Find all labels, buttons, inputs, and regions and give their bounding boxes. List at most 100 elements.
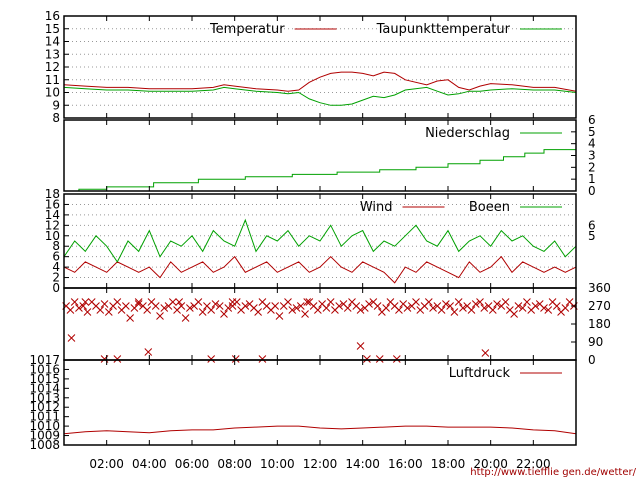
wind_direction-point	[459, 304, 467, 312]
x-tick-label: 02:00	[89, 457, 124, 471]
pressure-y-tick-label: 1010	[29, 419, 60, 433]
precipitation-y-tick-label: 2	[588, 160, 596, 174]
pressure-legend-label: Luftdruck	[449, 366, 511, 381]
wind_direction-point	[207, 306, 216, 314]
wind_direction-point	[395, 306, 403, 314]
temperature-y-tick-label: 14	[45, 35, 60, 49]
wind_direction-point	[356, 306, 365, 314]
wind_direction-point	[241, 302, 250, 310]
wind_direction-point	[122, 302, 130, 310]
wind_direction-point	[326, 298, 335, 306]
precipitation-y-tick-label: 5	[588, 125, 596, 139]
wind-y-tick-label: 2	[52, 271, 60, 285]
wind_direction-point	[450, 308, 459, 316]
wind_direction-point	[510, 310, 518, 318]
wind_direction-point	[258, 355, 267, 363]
wind_direction-point	[181, 314, 190, 322]
wind_direction-point	[126, 314, 134, 322]
wind_direction-point	[70, 298, 79, 306]
frame-layer	[63, 15, 577, 446]
wind-y-tick-label: 14	[45, 208, 60, 222]
wind_direction-point	[382, 304, 390, 312]
wind_direction-point	[356, 342, 365, 350]
wind_direction-point	[375, 355, 384, 363]
wind-y-tick-label: 16	[45, 197, 60, 211]
wind_direction-point	[151, 302, 160, 310]
x-tick-label: 22:00	[516, 457, 551, 471]
wind_direction-point	[100, 300, 109, 308]
wind_direction-point	[523, 298, 531, 306]
wind_direction-point	[467, 306, 476, 314]
wind_direction-point	[228, 298, 237, 306]
precipitation-y-tick-label: 3	[588, 149, 596, 163]
temperature-y-tick-label: 13	[45, 47, 60, 61]
wind_direction-y-tick-label: 270	[588, 299, 611, 313]
pressure-y-tick-label: 1013	[29, 391, 60, 405]
pressure-y-tick-label: 1009	[29, 429, 60, 443]
x-tick-label: 10:00	[260, 457, 295, 471]
text-layer: 8910111213141516TaupunkttemperaturTemper…	[29, 9, 610, 471]
temperature-y-tick-label: 10	[45, 86, 60, 100]
wind_direction-point	[134, 298, 143, 306]
wind-legend-label: Wind	[360, 200, 393, 215]
wind_direction-point	[501, 298, 510, 306]
wind_direction-point	[113, 298, 122, 306]
wind_direction-point	[275, 312, 284, 320]
wind_direction-point	[186, 304, 194, 312]
source-url-label: http://www.tiefflie gen.de/wetter/	[470, 467, 636, 478]
pressure-y-tick-label: 1015	[29, 372, 60, 386]
wind_direction-point	[81, 298, 90, 306]
wind_direction-point	[531, 302, 540, 310]
wind_direction-point	[446, 302, 454, 310]
x-tick-label: 20:00	[473, 457, 508, 471]
wind-legend-label: Boeen	[469, 200, 510, 215]
wind_direction-point	[540, 304, 548, 312]
wind_direction-point	[552, 302, 561, 310]
wind_direction-point	[480, 304, 489, 312]
series-layer	[62, 71, 578, 435]
wind_direction-point	[518, 304, 527, 312]
wind_direction-y-tick-label: 90	[588, 335, 603, 349]
wind_direction-point	[322, 304, 331, 312]
wind_direction-point	[471, 300, 480, 308]
wind_direction-point	[104, 308, 113, 316]
wind_direction-point	[220, 310, 228, 318]
wind_direction-point	[284, 298, 292, 306]
wind_direction-point	[493, 300, 501, 308]
wind_direction-point	[481, 349, 490, 357]
wind_direction-point	[215, 302, 224, 310]
wind_direction-point	[292, 304, 301, 312]
temperature-y-tick-label: 9	[52, 98, 60, 112]
wind_direction-point	[403, 304, 412, 312]
wind_direction-point	[335, 302, 344, 310]
temperature-y-tick-label: 12	[45, 60, 60, 74]
wind_direction-point	[314, 306, 322, 314]
wind_direction-point	[288, 306, 297, 314]
pressure-y-tick-label: 1011	[29, 410, 60, 424]
wind_direction-point	[442, 300, 450, 308]
wind_direction-point	[296, 302, 305, 310]
wind_direction-point	[134, 300, 143, 308]
pressure-series-line	[63, 425, 577, 435]
wind_direction-y-tick-label: 0	[588, 353, 596, 367]
wind-right-tick-label: 6	[588, 218, 596, 232]
x-tick-label: 18:00	[431, 457, 466, 471]
wind_direction-point	[113, 355, 122, 363]
wind-y-tick-label: 12	[45, 218, 60, 232]
temperature-series-line	[63, 86, 577, 106]
wind_direction-point	[207, 355, 216, 363]
wind_direction-point	[488, 306, 497, 314]
temperature-y-tick-label: 11	[45, 73, 60, 87]
wind_direction-point	[429, 304, 437, 312]
wind_direction-point	[224, 304, 233, 312]
precipitation-y-tick-label: 0	[588, 184, 596, 198]
wind_direction-point	[194, 298, 203, 306]
wind_direction-point	[66, 306, 75, 314]
pressure-y-tick-label: 1016	[29, 362, 60, 376]
wind_direction-point	[343, 304, 352, 312]
wind_direction-panel-frame	[63, 287, 577, 361]
x-tick-label: 16:00	[388, 457, 423, 471]
wind_direction-point	[412, 298, 420, 306]
wind_direction-point	[544, 306, 553, 314]
